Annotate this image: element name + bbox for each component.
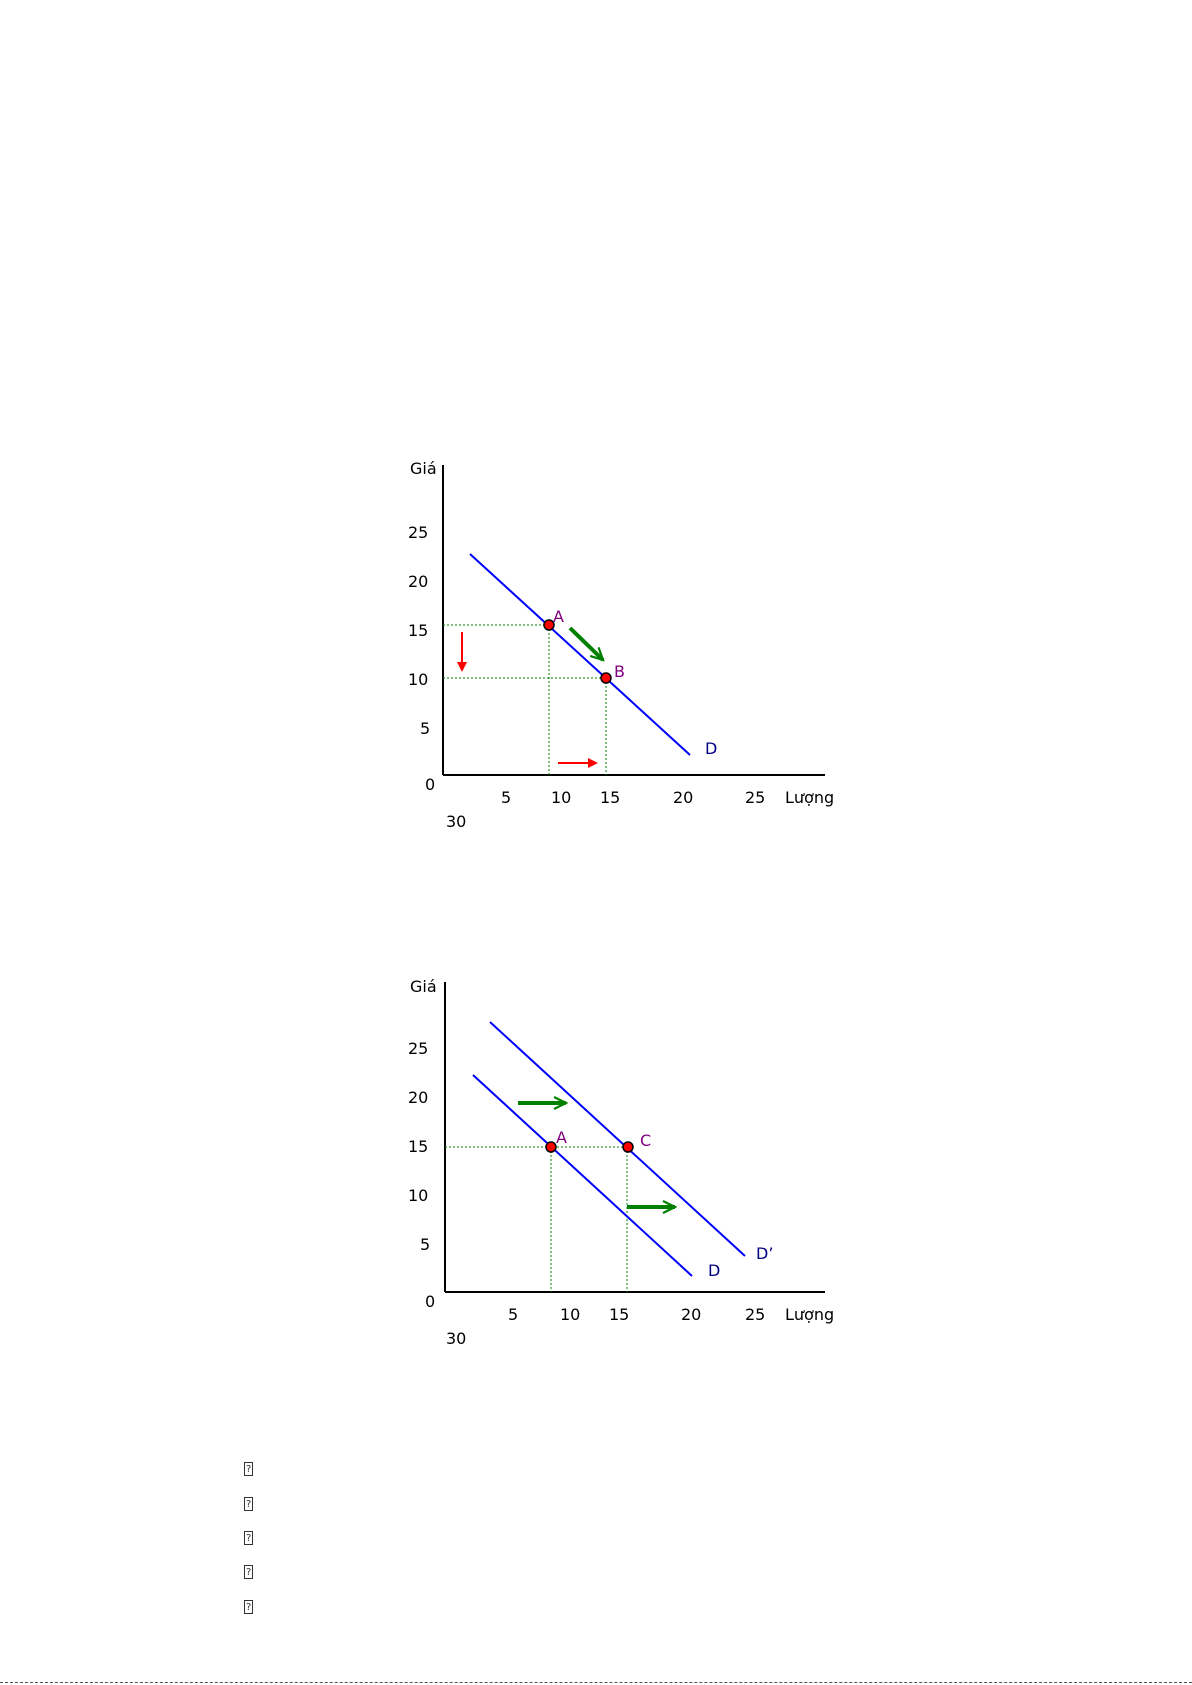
missing-glyph-icon: ? (244, 1565, 253, 1580)
x-tick-label: 25 (745, 788, 765, 807)
point-a (545, 1141, 557, 1153)
list-item: ? (244, 1452, 253, 1486)
missing-glyph-icon: ? (244, 1599, 253, 1614)
chart-2: Giá 25 20 15 10 5 0 5 10 15 20 25 Lượng … (408, 977, 834, 1348)
y-tick-label: 15 (408, 1137, 428, 1156)
page-bottom-rule (0, 1682, 1192, 1683)
x-tick-label: 10 (551, 788, 571, 807)
point-c (622, 1141, 634, 1153)
y-tick-label: 15 (408, 621, 428, 640)
missing-glyph-icon: ? (244, 1462, 253, 1477)
x-extra-label: 30 (446, 812, 466, 831)
point-b (600, 672, 612, 684)
list-item: ? (244, 1555, 253, 1589)
point-label-a: A (556, 1128, 567, 1147)
y-tick-label: 20 (408, 572, 428, 591)
curve-label-d-prime: D’ (756, 1244, 773, 1263)
demand-curve-d (472, 1074, 693, 1277)
y-tick-label: 10 (408, 670, 428, 689)
y-tick-label: 25 (408, 523, 428, 542)
curve-label-d: D (705, 739, 717, 758)
x-tick-label: 10 (560, 1305, 580, 1324)
origin-label: 0 (425, 1292, 435, 1311)
bullet-list: ? ? ? ? ? (244, 1452, 253, 1624)
y-axis-label: Giá (410, 459, 437, 478)
x-axis-label: Lượng (785, 788, 834, 807)
demand-curve-d-prime (489, 1021, 746, 1257)
list-item: ? (244, 1486, 253, 1520)
x-tick-label: 15 (609, 1305, 629, 1324)
origin-label: 0 (425, 775, 435, 794)
x-tick-label: 20 (673, 788, 693, 807)
y-tick-label: 25 (408, 1039, 428, 1058)
point-a (543, 619, 555, 631)
x-tick-label: 5 (508, 1305, 518, 1324)
x-tick-label: 5 (501, 788, 511, 807)
curve-label-d: D (708, 1261, 720, 1280)
chart-1: Giá 25 20 15 10 5 0 5 10 15 20 25 Lượng … (408, 459, 834, 831)
x-axis-label: Lượng (785, 1305, 834, 1324)
list-item: ? (244, 1521, 253, 1555)
point-label-c: C (640, 1131, 651, 1150)
x-tick-label: 25 (745, 1305, 765, 1324)
demand-curve-d (469, 553, 691, 756)
missing-glyph-icon: ? (244, 1496, 253, 1511)
y-tick-label: 10 (408, 1186, 428, 1205)
y-tick-label: 20 (408, 1088, 428, 1107)
list-item: ? (244, 1590, 253, 1624)
x-tick-label: 20 (681, 1305, 701, 1324)
x-extra-label: 30 (446, 1329, 466, 1348)
y-tick-label: 5 (420, 719, 430, 738)
y-axis-label: Giá (410, 977, 437, 996)
movement-arrow (568, 626, 603, 660)
x-tick-label: 15 (600, 788, 620, 807)
y-tick-label: 5 (420, 1235, 430, 1254)
point-label-a: A (553, 607, 564, 626)
point-label-b: B (614, 662, 625, 681)
missing-glyph-icon: ? (244, 1530, 253, 1545)
